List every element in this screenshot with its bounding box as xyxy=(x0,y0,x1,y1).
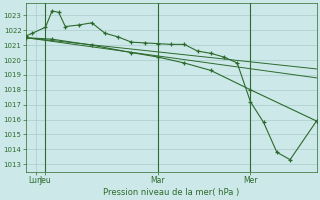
X-axis label: Pression niveau de la mer( hPa ): Pression niveau de la mer( hPa ) xyxy=(103,188,239,197)
